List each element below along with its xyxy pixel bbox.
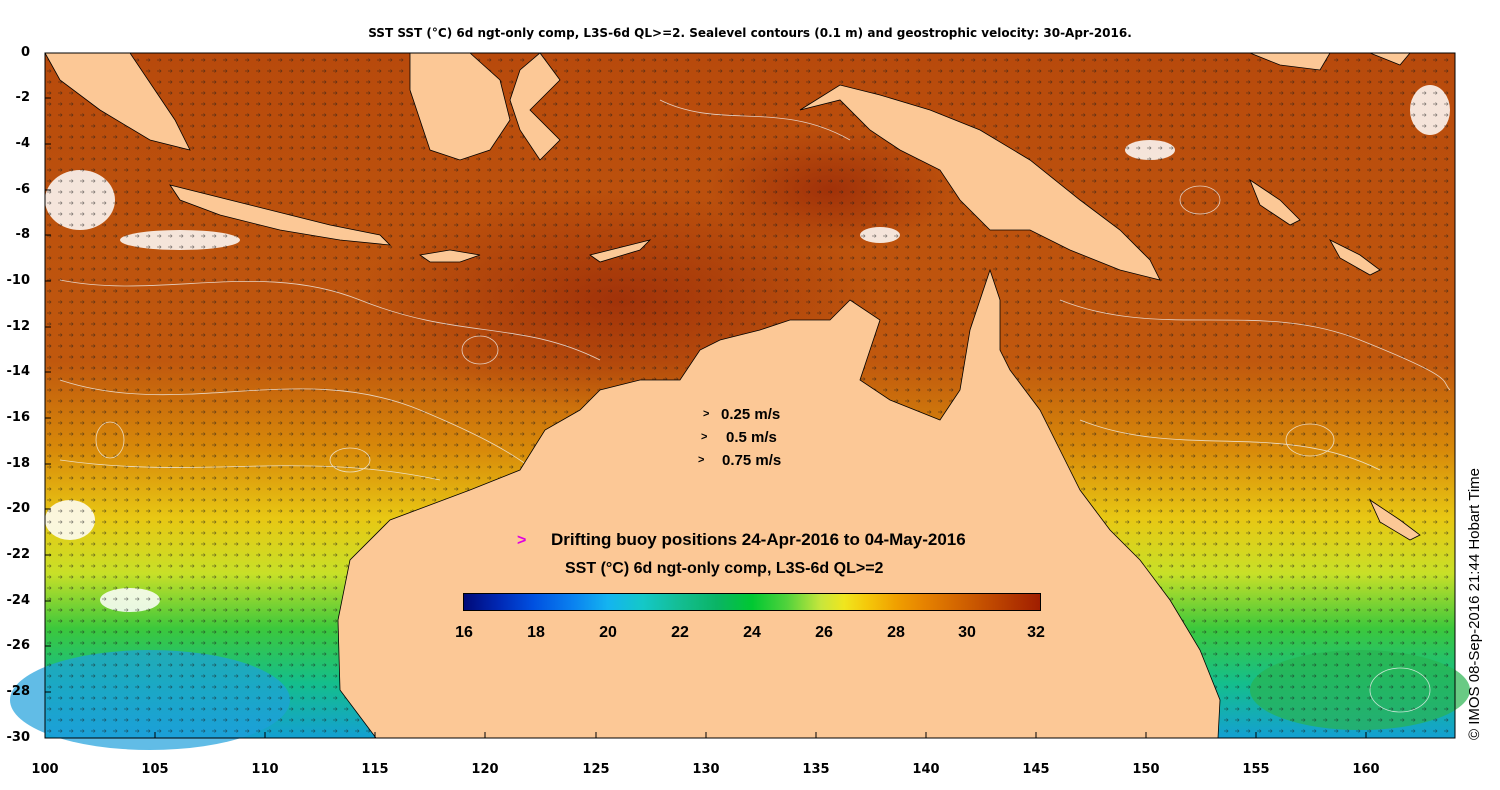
y-tick-label: -26	[6, 638, 31, 653]
colorbar-tick-label: 32	[1027, 624, 1045, 641]
y-tick-label: -12	[6, 319, 31, 334]
x-tick-label: 110	[251, 762, 279, 777]
x-tick-label: 145	[1022, 762, 1050, 777]
y-tick-label: -10	[6, 273, 31, 288]
y-tick-label: -24	[6, 593, 31, 608]
colorbar-tick-label: 18	[527, 624, 545, 641]
java	[169, 184, 392, 246]
velocity-arrow-large-icon: >	[698, 454, 705, 466]
australia	[337, 268, 1221, 739]
x-tick-label: 150	[1132, 762, 1160, 777]
y-tick-marks	[45, 52, 51, 739]
timor	[589, 239, 652, 263]
y-tick-label: -8	[15, 227, 30, 242]
sulawesi	[509, 52, 561, 161]
velocity-legend-label: 0.25 m/s	[721, 406, 781, 423]
colorbar-tick-label: 24	[743, 624, 761, 641]
colorbar-tick-label: 16	[455, 624, 473, 641]
colorbar-tick-label: 28	[887, 624, 905, 641]
y-tick-label: -2	[15, 90, 30, 105]
y-tick-label: -28	[6, 684, 31, 699]
sumatra	[44, 52, 191, 151]
colorbar-tick-label: 26	[815, 624, 833, 641]
y-tick-label: -6	[15, 182, 30, 197]
imos-credit: © IMOS 08-Sep-2016 21:44 Hobart Time	[1466, 467, 1483, 740]
x-tick-label: 160	[1352, 762, 1380, 777]
land	[44, 52, 1421, 739]
x-tick-label: 130	[692, 762, 720, 777]
velocity-legend-label: 0.5 m/s	[726, 429, 777, 446]
colorbar-tick-label: 30	[958, 624, 976, 641]
y-tick-label: -4	[15, 136, 30, 151]
velocity-arrow-small-icon: >	[703, 408, 710, 420]
lesser-sunda	[418, 249, 481, 263]
colorbar	[463, 593, 1041, 611]
colorbar-tick-label: 22	[671, 624, 689, 641]
y-tick-label: -20	[6, 501, 31, 516]
x-tick-marks	[44, 732, 1367, 738]
borneo	[409, 52, 511, 161]
y-tick-label: -14	[6, 364, 31, 379]
x-tick-label: 120	[471, 762, 499, 777]
solomon-islands	[1249, 178, 1301, 226]
x-tick-label: 100	[31, 762, 59, 777]
map-frame	[44, 52, 1456, 739]
x-tick-label: 115	[361, 762, 389, 777]
y-tick-label: 0	[20, 45, 30, 60]
y-tick-label: -22	[6, 547, 31, 562]
x-tick-label: 105	[141, 762, 169, 777]
colorbar-title: SST (°C) 6d ngt-only comp, L3S-6d QL>=2	[565, 560, 884, 577]
y-tick-label: -18	[6, 456, 31, 471]
x-tick-label: 125	[582, 762, 610, 777]
buoy-legend-text: Drifting buoy positions 24-Apr-2016 to 0…	[551, 530, 966, 549]
x-tick-label: 155	[1242, 762, 1270, 777]
buoy-marker-icon: >	[517, 532, 527, 549]
map-title: SST SST (°C) 6d ngt-only comp, L3S-6d QL…	[368, 26, 1132, 40]
new-caledonia	[1369, 498, 1421, 541]
new-guinea	[799, 84, 1161, 281]
velocity-legend-label: 0.75 m/s	[722, 452, 782, 469]
velocity-arrow-medium-icon: >	[701, 431, 708, 443]
y-tick-label: -16	[6, 410, 31, 425]
x-tick-label: 140	[912, 762, 940, 777]
x-tick-label: 135	[802, 762, 830, 777]
colorbar-tick-label: 20	[599, 624, 617, 641]
y-tick-label: -30	[6, 730, 31, 745]
